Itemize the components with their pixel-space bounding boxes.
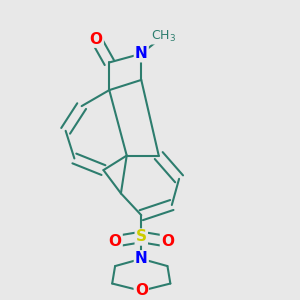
Text: N: N (135, 251, 148, 266)
Text: O: O (161, 234, 174, 249)
Text: O: O (90, 32, 103, 47)
Text: N: N (135, 46, 148, 61)
Text: S: S (136, 230, 147, 244)
Text: O: O (109, 234, 122, 249)
Text: CH$_3$: CH$_3$ (151, 29, 176, 44)
Text: O: O (135, 283, 148, 298)
